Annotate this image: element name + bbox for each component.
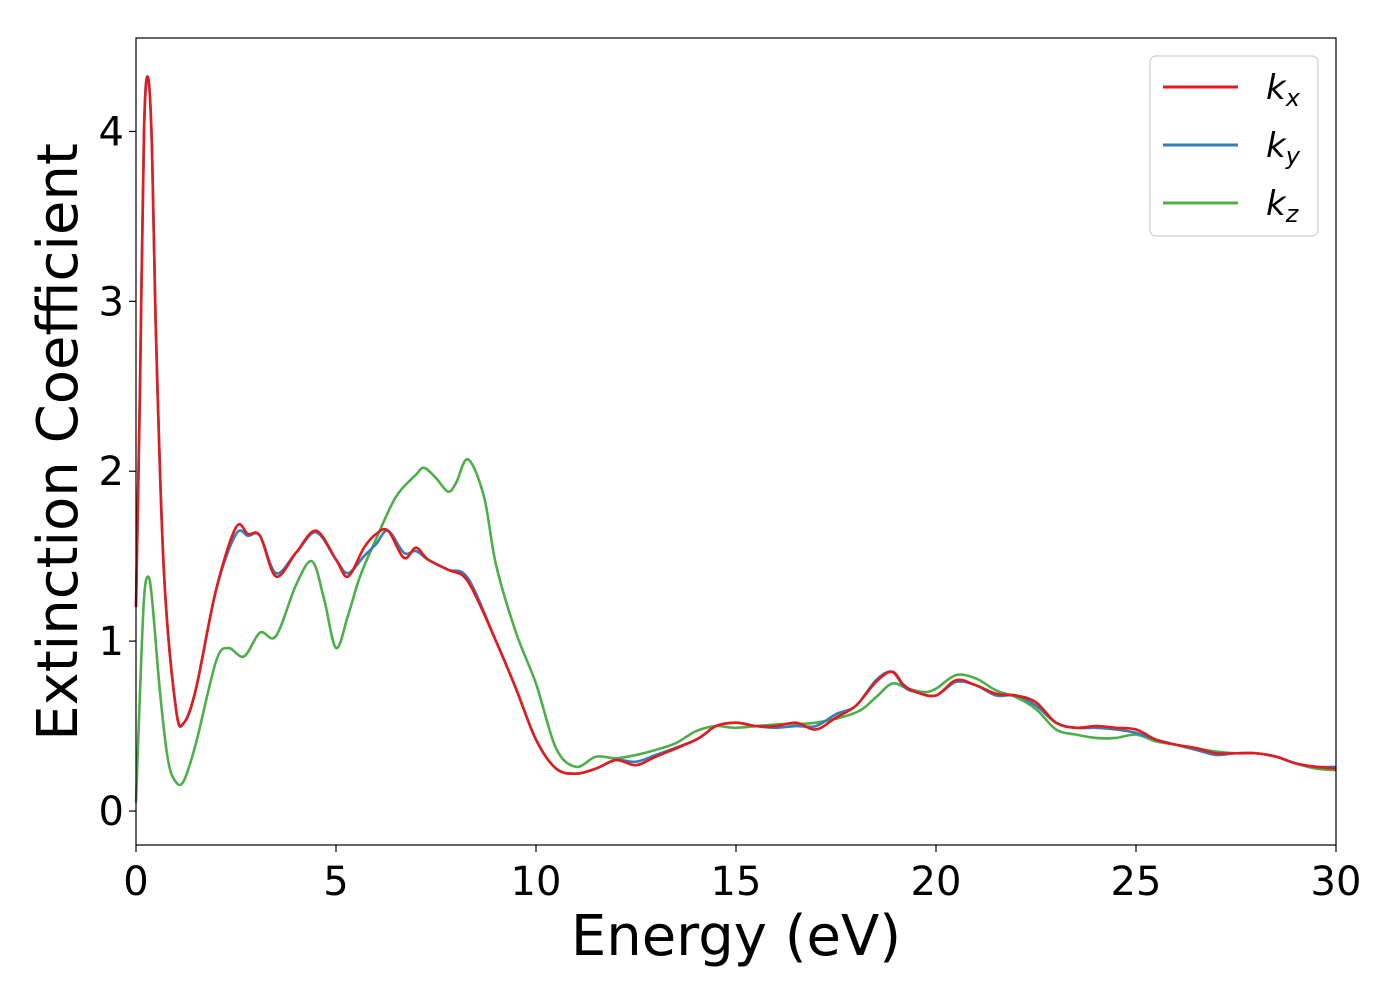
legend-label-kx: kx [1266,68,1301,112]
x-tick-label: 0 [123,859,148,905]
series-layer [134,75,1337,803]
legend-label-ky: ky [1266,126,1301,170]
x-tick-label: 20 [911,859,962,905]
y-tick-label: 1 [99,619,124,665]
x-axis-title: Energy (eV) [571,904,901,969]
y-tick-label: 4 [99,109,124,155]
legend: kx ky kz [1149,55,1319,237]
x-tick-label: 5 [323,859,348,905]
y-tick-label: 0 [99,789,124,835]
y-tick-label: 3 [99,279,124,325]
y-tick-label: 2 [99,449,124,495]
series-line-kx [134,75,1337,775]
x-tick-label: 10 [511,859,562,905]
x-tick-label: 15 [711,859,762,905]
x-tick-label: 30 [1311,859,1362,905]
x-axis-ticks: 0 5 10 15 20 25 30 [123,845,1361,905]
x-tick-label: 25 [1111,859,1162,905]
series-line-kz [134,458,1337,803]
y-axis-title: Extinction Coefficient [26,143,91,741]
y-axis-ticks: 0 1 2 3 4 [99,109,136,835]
legend-label-kz: kz [1266,184,1300,228]
